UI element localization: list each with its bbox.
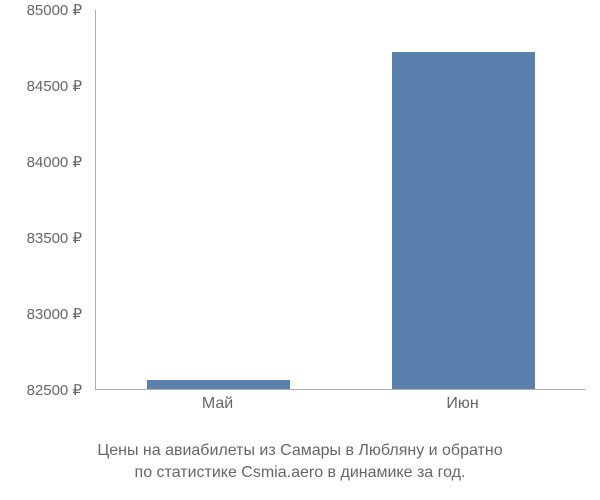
bar [392, 52, 534, 389]
plot-area [95, 10, 585, 390]
y-tick-label: 85000 ₽ [2, 1, 82, 19]
y-tick-label: 84000 ₽ [2, 153, 82, 171]
x-tick-label: Май [202, 395, 233, 413]
chart-caption: Цены на авиабилеты из Самары в Любляну и… [0, 440, 600, 485]
bar [147, 380, 289, 389]
price-bar-chart: 82500 ₽ 83000 ₽ 83500 ₽ 84000 ₽ 84500 ₽ 85000… [0, 0, 600, 440]
caption-line-2: по статистике Csmia.aero в динамике за г… [135, 464, 466, 481]
y-tick-label: 83500 ₽ [2, 229, 82, 247]
x-axis-labels: Май Июн [95, 395, 585, 425]
y-axis: 82500 ₽ 83000 ₽ 83500 ₽ 84000 ₽ 84500 ₽ 85000… [0, 0, 90, 400]
x-tick-label: Июн [446, 395, 478, 413]
y-tick-label: 84500 ₽ [2, 77, 82, 95]
caption-line-1: Цены на авиабилеты из Самары в Любляну и… [97, 442, 502, 459]
y-tick-label: 83000 ₽ [2, 305, 82, 323]
y-tick-label: 82500 ₽ [2, 381, 82, 399]
